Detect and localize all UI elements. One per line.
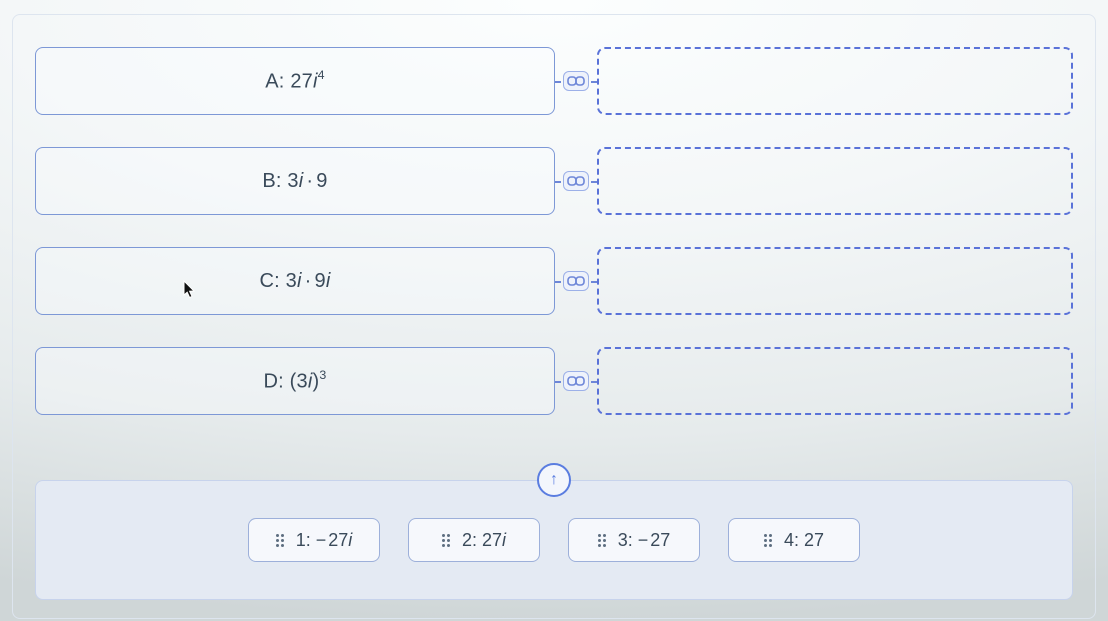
- drop-zone-b[interactable]: [597, 147, 1073, 215]
- answer-label: 3: −27: [618, 530, 671, 551]
- drag-handle-icon: [442, 534, 452, 547]
- link-icon: [563, 71, 589, 91]
- answer-label: 1: −27i: [296, 530, 353, 551]
- answer-label: 2: 27i: [462, 530, 506, 551]
- answer-label: 4: 27: [784, 530, 824, 551]
- prompt-rows: A: 27i4 B: 3i·9 C: 3i·9i D: (3i)3: [35, 47, 1073, 415]
- link-connector: [555, 47, 597, 115]
- link-icon: [563, 171, 589, 191]
- prompt-d: D: (3i)3: [35, 347, 555, 415]
- drag-handle-icon: [598, 534, 608, 547]
- prompt-label: C: 3i·9i: [260, 270, 331, 293]
- match-row-d: D: (3i)3: [35, 347, 1073, 415]
- drop-zone-c[interactable]: [597, 247, 1073, 315]
- prompt-c: C: 3i·9i: [35, 247, 555, 315]
- drag-handle-icon: [276, 534, 286, 547]
- drop-zone-a[interactable]: [597, 47, 1073, 115]
- prompt-a: A: 27i4: [35, 47, 555, 115]
- match-row-a: A: 27i4: [35, 47, 1073, 115]
- drag-handle-icon: [764, 534, 774, 547]
- link-connector: [555, 247, 597, 315]
- match-row-b: B: 3i·9: [35, 147, 1073, 215]
- chip-row: 1: −27i 2: 27i 3: −27 4: 27: [248, 518, 860, 562]
- answer-chip-3[interactable]: 3: −27: [568, 518, 700, 562]
- link-icon: [563, 271, 589, 291]
- match-row-c: C: 3i·9i: [35, 247, 1073, 315]
- answer-chip-1[interactable]: 1: −27i: [248, 518, 380, 562]
- answer-chip-2[interactable]: 2: 27i: [408, 518, 540, 562]
- drop-zone-d[interactable]: [597, 347, 1073, 415]
- prompt-label: B: 3i·9: [262, 170, 327, 193]
- prompt-b: B: 3i·9: [35, 147, 555, 215]
- link-connector: [555, 347, 597, 415]
- prompt-label: A: 27i4: [265, 69, 324, 94]
- answer-bank: ↑ 1: −27i2: 27i3: −274: 27: [35, 480, 1073, 600]
- prompt-label: D: (3i)3: [264, 369, 327, 394]
- collapse-bank-button[interactable]: ↑: [537, 463, 571, 497]
- link-connector: [555, 147, 597, 215]
- answer-chip-4[interactable]: 4: 27: [728, 518, 860, 562]
- arrow-up-icon: ↑: [550, 471, 558, 489]
- link-icon: [563, 371, 589, 391]
- matching-panel: A: 27i4 B: 3i·9 C: 3i·9i D: (3i)3 ↑ 1: −27i…: [12, 14, 1096, 619]
